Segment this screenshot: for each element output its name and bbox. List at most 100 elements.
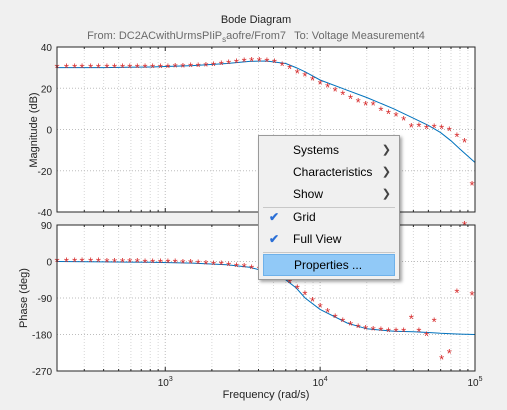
menu-item-systems[interactable]: Systems ❯: [263, 140, 395, 161]
magnitude-data-marker: *: [424, 122, 429, 137]
phase-data-marker: *: [416, 324, 421, 339]
phase-data-marker: *: [219, 258, 224, 273]
menu-item-full-view[interactable]: ✔ Full View: [263, 229, 395, 250]
phase-data-marker: *: [72, 255, 77, 270]
phase-data-marker: *: [96, 255, 101, 270]
phase-data-marker: *: [104, 255, 109, 270]
menu-item-show-label: Show: [293, 187, 324, 201]
magnitude-series: * * * * * * * * * * * * * * * * * * * * * * * * * * * * * * * * * * * * * * * *…: [54, 54, 476, 193]
phase-response-line: [56, 261, 476, 335]
phase-data-marker: *: [196, 257, 201, 272]
phase-data-marker: *: [424, 329, 429, 344]
phase-data-marker: *: [401, 325, 406, 340]
menu-separator: [263, 252, 395, 253]
magnitude-data-marker: *: [462, 135, 467, 150]
magnitude-data-marker: *: [454, 130, 459, 145]
magnitude-y-tick-label: -20: [38, 167, 53, 178]
phase-data-marker: *: [356, 321, 361, 336]
magnitude-data-marker: *: [226, 57, 231, 72]
magnitude-data-marker: *: [318, 77, 323, 92]
magnitude-data-marker: *: [416, 119, 421, 134]
checkmark-icon: ✔: [269, 232, 280, 246]
magnitude-data-marker: *: [112, 61, 117, 76]
magnitude-data-marker: *: [142, 61, 147, 76]
magnitude-response-line: [57, 60, 476, 163]
phase-data-marker: *: [318, 300, 323, 315]
magnitude-y-tick-label: 20: [41, 84, 53, 95]
phase-data-marker: *: [79, 255, 84, 270]
magnitude-data-marker: *: [325, 80, 330, 95]
magnitude-y-tick-label: -40: [38, 208, 53, 219]
phase-data-marker: *: [242, 260, 247, 275]
menu-item-grid-label: Grid: [293, 210, 316, 224]
magnitude-data-marker: *: [439, 122, 444, 137]
phase-data-marker: *: [249, 261, 254, 276]
magnitude-data-marker: *: [348, 91, 353, 106]
chart-title: Bode Diagram: [221, 14, 291, 26]
menu-separator: [263, 207, 395, 208]
magnitude-data-marker: *: [96, 61, 101, 76]
phase-data-marker: *: [64, 255, 69, 270]
menu-item-show[interactable]: Show ❯: [263, 184, 395, 205]
magnitude-data-marker: *: [447, 124, 452, 139]
frequency-xlabel: Frequency (rad/s): [223, 389, 310, 401]
magnitude-data-marker: *: [196, 59, 201, 74]
menu-item-properties-label: Properties ...: [294, 258, 363, 272]
phase-data-marker: *: [295, 281, 300, 296]
phase-ylabel: Phase (deg): [18, 268, 30, 328]
phase-data-marker: *: [378, 323, 383, 338]
magnitude-data-marker: *: [180, 60, 185, 75]
frequency-tick-labels: 103 104 105: [158, 376, 483, 389]
phase-data-marker: *: [340, 315, 345, 330]
magnitude-data-marker: *: [333, 84, 338, 99]
magnitude-y-tick-label: 0: [46, 126, 52, 137]
magnitude-data-marker: *: [158, 61, 163, 76]
magnitude-data-marker: *: [401, 113, 406, 128]
phase-data-marker: *: [234, 259, 239, 274]
magnitude-data-marker: *: [295, 66, 300, 81]
phase-data-marker: *: [165, 256, 170, 271]
phase-data-marker: *: [135, 255, 140, 270]
context-menu: Systems ❯ Characteristics ❯ Show ❯ ✔ Gri…: [258, 135, 400, 280]
phase-data-marker: *: [173, 256, 178, 271]
phase-data-marker: *: [409, 312, 414, 327]
submenu-arrow-icon: ❯: [381, 188, 391, 200]
magnitude-ylabel: Magnitude (dB): [28, 92, 40, 167]
magnitude-data-marker: *: [72, 61, 77, 76]
phase-data-marker: *: [432, 315, 437, 330]
magnitude-data-marker: *: [432, 120, 437, 135]
phase-data-marker: *: [203, 257, 208, 272]
phase-data-marker: *: [439, 352, 444, 367]
menu-item-characteristics-label: Characteristics: [293, 165, 373, 179]
phase-data-marker: *: [158, 255, 163, 270]
menu-item-properties[interactable]: Properties ...: [263, 254, 395, 276]
phase-data-marker: *: [287, 276, 292, 291]
menu-item-grid[interactable]: ✔ Grid: [263, 207, 395, 228]
phase-data-marker: *: [150, 255, 155, 270]
magnitude-data-marker: *: [104, 61, 109, 76]
phase-data-marker: *: [188, 256, 193, 271]
checkmark-icon: ✔: [269, 210, 280, 224]
magnitude-data-marker: *: [409, 120, 414, 135]
magnitude-data-marker: *: [64, 61, 69, 76]
phase-data-marker: *: [180, 256, 185, 271]
phase-data-marker: *: [447, 346, 452, 361]
magnitude-data-marker: *: [302, 69, 307, 84]
magnitude-data-marker: *: [340, 87, 345, 102]
phase-data-marker: *: [226, 259, 231, 274]
magnitude-data-marker: *: [120, 61, 125, 76]
x-tick-label: 105: [467, 376, 482, 389]
phase-y-tick-label: 90: [41, 221, 53, 232]
phase-data-marker: *: [454, 285, 459, 300]
magnitude-data-marker: *: [242, 55, 247, 70]
chart-subtitle: From: DC2ACwithUrmsPIiPsaofre/From7 To: V…: [87, 30, 425, 44]
phase-data-marker: *: [393, 324, 398, 339]
phase-data-marker: *: [120, 255, 125, 270]
menu-item-characteristics[interactable]: Characteristics ❯: [263, 162, 395, 183]
magnitude-data-marker: *: [310, 73, 315, 88]
magnitude-data-marker: *: [150, 61, 155, 76]
magnitude-data-marker: *: [371, 98, 376, 113]
phase-y-tick-label: -270: [32, 367, 52, 378]
magnitude-data-marker: *: [203, 59, 208, 74]
